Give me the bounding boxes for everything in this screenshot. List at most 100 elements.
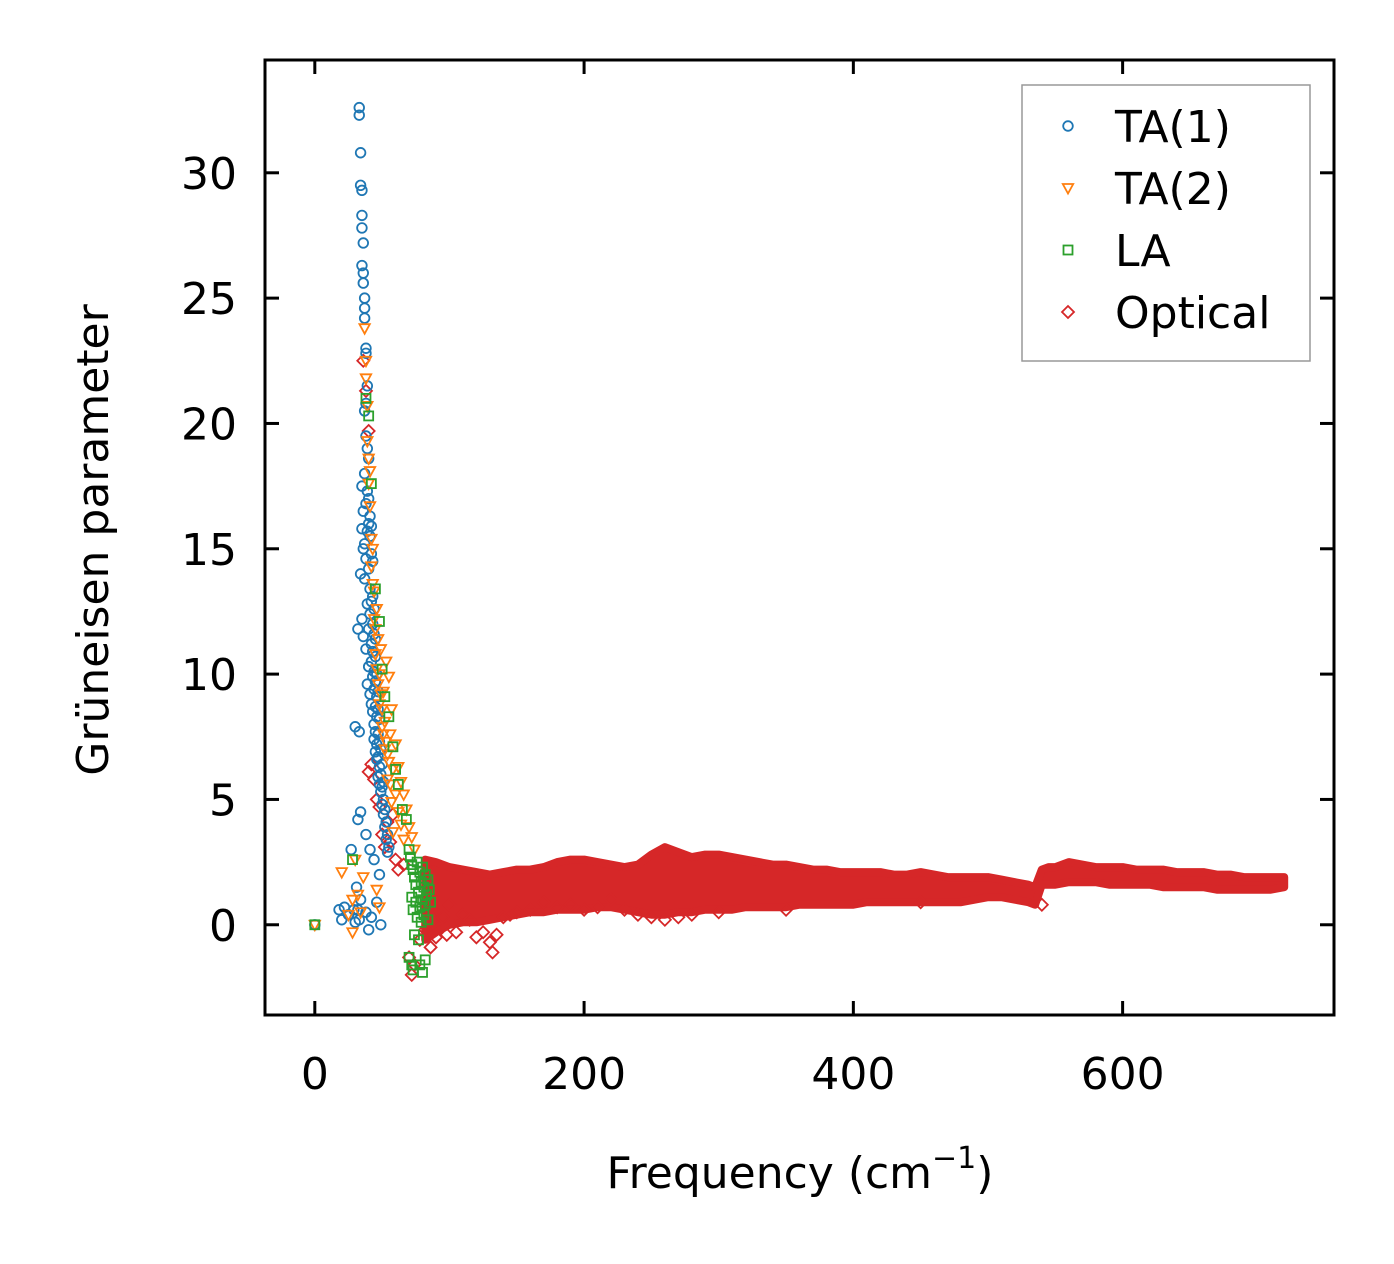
data-point xyxy=(357,543,369,555)
data-point xyxy=(403,844,415,855)
series-la xyxy=(309,392,437,978)
data-point xyxy=(522,902,538,917)
data-point xyxy=(356,184,368,197)
data-point xyxy=(358,312,371,324)
data-point xyxy=(352,623,364,635)
data-point xyxy=(402,822,416,835)
data-point xyxy=(422,914,434,926)
data-point xyxy=(356,872,371,885)
x-tick-label: 200 xyxy=(542,1049,626,1100)
data-point xyxy=(374,644,388,657)
data-point xyxy=(603,892,619,907)
x-tick-label: 400 xyxy=(811,1049,895,1100)
data-point xyxy=(442,897,457,912)
data-point xyxy=(345,927,360,940)
data-point xyxy=(354,147,367,159)
data-point xyxy=(383,779,397,792)
data-point xyxy=(417,861,428,873)
data-point xyxy=(536,894,551,910)
legend: TA(1) TA(2) LA Optical xyxy=(1021,84,1311,362)
data-point xyxy=(379,803,391,816)
x-tick-label: 600 xyxy=(1081,1049,1165,1100)
legend-label: TA(1) xyxy=(1114,102,1231,153)
legend-item: LA xyxy=(1062,226,1171,277)
data-point xyxy=(364,843,376,856)
data-point xyxy=(381,828,394,841)
data-point xyxy=(372,902,387,915)
data-point xyxy=(422,874,434,886)
data-point xyxy=(360,828,372,841)
data-point xyxy=(563,897,578,912)
data-point xyxy=(485,945,500,960)
data-point xyxy=(309,919,321,931)
data-point xyxy=(375,786,387,798)
data-point xyxy=(358,383,374,399)
data-point xyxy=(374,689,388,702)
x-axis-title: Frequency (cm−1) xyxy=(607,1141,994,1199)
data-point xyxy=(360,436,375,449)
data-point xyxy=(354,806,367,818)
data-point xyxy=(413,934,424,946)
data-point xyxy=(365,478,377,490)
data-point xyxy=(383,711,395,723)
legend-marker xyxy=(1060,304,1076,320)
data-point xyxy=(496,909,511,925)
data-point xyxy=(383,841,395,853)
data-point xyxy=(428,930,444,945)
data-point xyxy=(448,925,464,940)
data-point xyxy=(778,902,794,917)
data-point xyxy=(356,222,368,234)
data-point xyxy=(711,904,726,920)
data-point xyxy=(358,467,371,480)
data-point xyxy=(345,894,360,908)
data-point xyxy=(374,616,385,627)
data-point xyxy=(417,922,433,938)
y-tick-label: 20 xyxy=(181,399,237,450)
y-tick-label: 30 xyxy=(181,149,237,200)
data-point xyxy=(382,756,396,770)
data-point xyxy=(365,520,378,532)
legend-item: Optical xyxy=(1060,288,1270,339)
data-point xyxy=(509,904,525,920)
x-tick-label: 0 xyxy=(301,1049,329,1100)
data-point xyxy=(617,902,632,917)
data-point xyxy=(403,951,415,963)
y-tick-label: 25 xyxy=(181,274,237,325)
y-axis-title: Grüneisen parameter xyxy=(68,303,119,775)
data-point xyxy=(335,867,349,880)
legend-marker xyxy=(1062,120,1074,132)
legend-label: Optical xyxy=(1115,288,1270,339)
data-point xyxy=(356,209,368,222)
y-tick-label: 10 xyxy=(181,650,237,701)
data-point xyxy=(630,907,646,923)
legend-item: TA(2) xyxy=(1061,164,1231,215)
data-point xyxy=(549,899,565,915)
data-point xyxy=(392,778,404,790)
data-point xyxy=(369,726,382,738)
data-point xyxy=(388,789,403,802)
data-point xyxy=(375,919,387,931)
data-point xyxy=(684,907,700,923)
data-point xyxy=(371,634,385,647)
data-point xyxy=(360,342,372,354)
data-point xyxy=(396,789,411,802)
data-point xyxy=(359,355,373,369)
data-point xyxy=(360,430,372,442)
data-point xyxy=(368,649,383,662)
data-point xyxy=(407,957,422,973)
data-point xyxy=(415,916,427,928)
data-point xyxy=(644,909,659,925)
data-point xyxy=(379,821,391,833)
optical-dense-band xyxy=(421,843,1289,944)
data-point xyxy=(502,907,518,923)
data-point xyxy=(380,816,392,828)
data-point xyxy=(364,533,379,547)
data-point xyxy=(419,954,431,966)
data-point xyxy=(405,832,419,845)
legend-entries: TA(1) TA(2) LA Optical xyxy=(1060,102,1270,339)
data-point xyxy=(364,757,379,772)
data-point xyxy=(657,912,673,928)
data-point xyxy=(365,911,378,923)
data-point xyxy=(367,590,379,603)
data-point xyxy=(333,904,345,916)
